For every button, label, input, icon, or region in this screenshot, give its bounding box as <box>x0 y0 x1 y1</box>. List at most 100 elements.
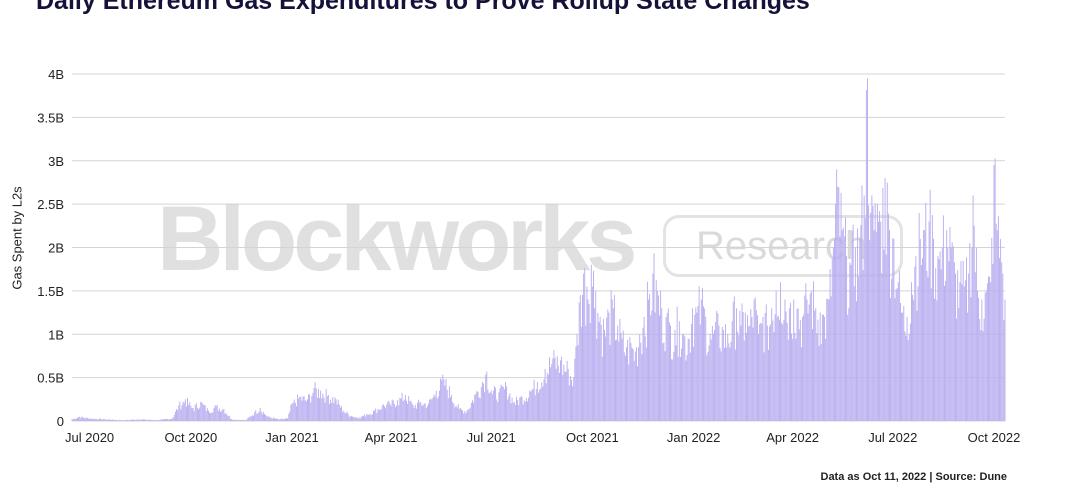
daily-gas-bar <box>722 329 724 421</box>
bar-layer <box>71 78 1006 422</box>
daily-gas-bar <box>807 313 809 421</box>
daily-gas-bar <box>916 310 918 421</box>
daily-gas-bar <box>556 356 558 421</box>
daily-gas-bar <box>663 342 665 421</box>
daily-gas-bar <box>826 298 828 421</box>
daily-gas-bar <box>698 286 700 421</box>
daily-gas-bar <box>399 397 401 421</box>
daily-gas-bar <box>717 313 719 421</box>
daily-gas-bar <box>127 419 129 421</box>
daily-gas-bar <box>529 390 531 421</box>
daily-gas-bar <box>205 410 207 421</box>
daily-gas-bar <box>860 225 862 421</box>
daily-gas-bar <box>564 371 566 421</box>
daily-gas-bar <box>961 284 963 421</box>
daily-gas-bar <box>583 273 585 421</box>
daily-gas-bar <box>806 299 808 421</box>
daily-gas-bar <box>259 407 261 421</box>
daily-gas-bar <box>429 399 431 421</box>
daily-gas-bar <box>743 340 745 421</box>
daily-gas-bar <box>747 315 749 421</box>
daily-gas-bar <box>211 412 213 421</box>
daily-gas-bar <box>298 398 300 421</box>
daily-gas-bar <box>1002 273 1004 421</box>
daily-gas-bar <box>728 343 730 421</box>
x-tick-label: Jan 2022 <box>667 430 721 445</box>
daily-gas-bar <box>413 408 415 421</box>
daily-gas-bar <box>119 420 121 421</box>
daily-gas-bar <box>168 419 170 421</box>
daily-gas-bar <box>372 410 374 421</box>
daily-gas-bar <box>468 408 470 421</box>
daily-gas-bar <box>715 322 717 421</box>
daily-gas-bar <box>668 322 670 421</box>
daily-gas-bar <box>853 286 855 421</box>
daily-gas-bar <box>878 221 879 421</box>
daily-gas-bar <box>638 347 640 421</box>
daily-gas-bar <box>923 230 925 421</box>
daily-gas-bar <box>214 405 216 421</box>
daily-gas-bar <box>971 248 973 421</box>
daily-gas-bar <box>235 419 237 421</box>
daily-gas-bar <box>772 320 774 421</box>
daily-gas-bar <box>336 404 338 421</box>
daily-gas-bar <box>978 297 980 421</box>
daily-gas-bar <box>755 310 757 421</box>
daily-gas-bar <box>346 411 348 421</box>
daily-gas-bar <box>199 407 201 421</box>
daily-gas-bar <box>450 397 451 421</box>
daily-gas-bar <box>481 381 483 421</box>
daily-gas-bar <box>485 374 487 421</box>
daily-gas-bar <box>602 318 604 421</box>
daily-gas-bar <box>345 413 347 421</box>
daily-gas-bar <box>116 420 118 421</box>
daily-gas-bar <box>944 285 945 421</box>
daily-gas-bar <box>488 393 490 421</box>
daily-gas-bar <box>604 329 605 421</box>
daily-gas-bar <box>148 419 150 421</box>
daily-gas-bar <box>531 390 533 421</box>
daily-gas-bar <box>565 371 567 421</box>
daily-gas-bar <box>412 405 414 421</box>
daily-gas-bar <box>645 347 647 421</box>
daily-gas-bar <box>567 368 569 421</box>
daily-gas-bar <box>832 247 834 421</box>
daily-gas-bar <box>901 312 903 421</box>
daily-gas-bar <box>226 415 228 421</box>
daily-gas-bar <box>96 419 98 421</box>
daily-gas-bar <box>287 418 289 421</box>
daily-gas-bar <box>257 413 259 421</box>
daily-gas-bar <box>367 414 369 421</box>
daily-gas-bar <box>947 247 949 421</box>
daily-gas-bar <box>701 288 703 421</box>
daily-gas-bar <box>795 338 797 421</box>
daily-gas-bar <box>467 409 469 421</box>
daily-gas-bar <box>595 290 597 421</box>
daily-gas-bar <box>979 319 981 421</box>
daily-gas-bar <box>903 306 905 421</box>
daily-gas-bar <box>272 417 274 421</box>
daily-gas-bar <box>125 420 127 421</box>
daily-gas-bar <box>615 340 616 421</box>
daily-gas-bar <box>473 402 475 421</box>
daily-gas-bar <box>551 364 553 421</box>
daily-gas-bar <box>536 381 538 421</box>
daily-gas-bar <box>875 231 877 421</box>
daily-gas-bar <box>949 227 951 421</box>
daily-gas-bar <box>140 419 142 421</box>
daily-gas-bar <box>262 411 264 421</box>
daily-gas-bar <box>840 192 842 421</box>
watermark-brand: Blockworks <box>157 188 637 290</box>
daily-gas-bar <box>627 339 629 421</box>
daily-gas-bar <box>723 347 725 421</box>
daily-gas-bar <box>983 318 985 421</box>
daily-gas-bar <box>385 408 387 421</box>
daily-gas-bar <box>694 314 696 421</box>
daily-gas-bar <box>644 336 646 421</box>
daily-gas-bar <box>929 189 931 421</box>
daily-gas-bar <box>288 413 290 421</box>
daily-gas-bar <box>940 269 942 421</box>
daily-gas-bar <box>291 403 293 421</box>
daily-gas-bar <box>113 419 115 421</box>
daily-gas-bar <box>729 347 731 421</box>
